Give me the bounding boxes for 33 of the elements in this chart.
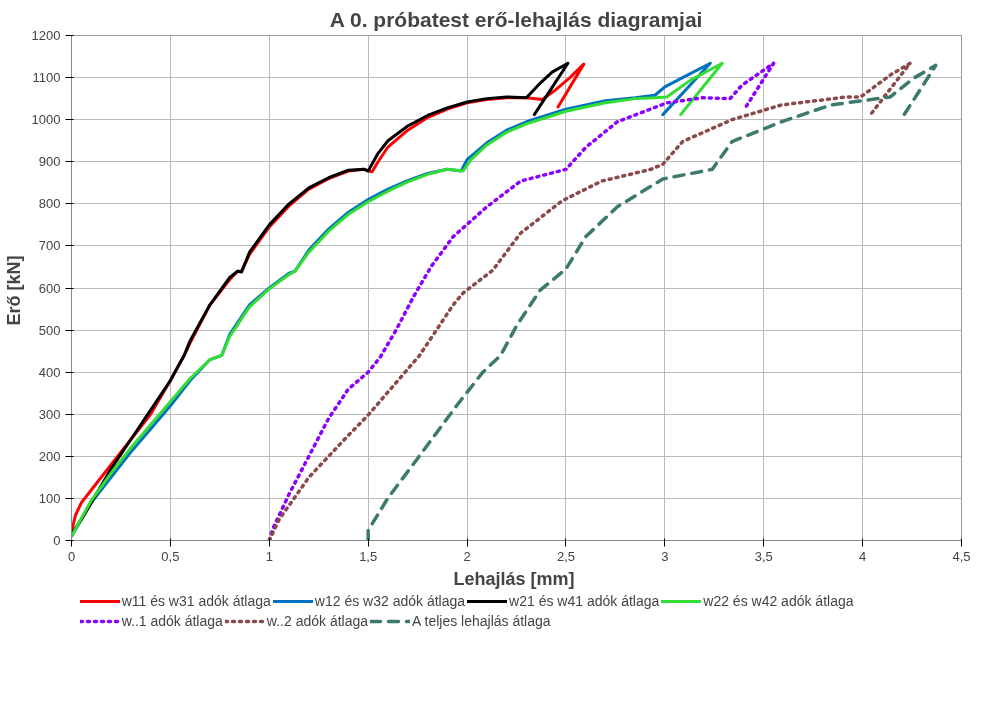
y-tick-label: 1100: [32, 70, 61, 86]
y-tick-label: 100: [38, 490, 61, 506]
legend-label: w11 és w31 adók átlaga: [121, 593, 271, 609]
y-tick-label: 300: [38, 406, 61, 422]
chart-title: A 0. próbatest erő-lehajlás diagramjai: [329, 7, 703, 31]
legend-label: A teljes lehajlás átlaga: [412, 613, 551, 629]
y-tick-label: 800: [38, 196, 61, 212]
legend-label: w..2 adók átlaga: [266, 613, 369, 629]
y-tick-label: 200: [38, 448, 61, 464]
y-tick-label: 0: [53, 533, 61, 548]
legend-label: w12 és w32 adók átlaga: [314, 593, 466, 609]
x-tick-label: 4,5: [952, 548, 971, 564]
y-axis-title: Erő [kN]: [3, 255, 24, 326]
x-tick-label: 3,5: [754, 548, 773, 564]
x-tick-label: 4: [859, 548, 867, 564]
legend-label: w21 és w41 adók átlaga: [509, 593, 660, 609]
x-tick-label: 1: [265, 548, 273, 564]
x-axis-title: Lehajlás [mm]: [453, 568, 575, 589]
y-tick-label: 900: [38, 154, 61, 170]
y-tick-label: 700: [38, 238, 61, 254]
y-tick-label: 1200: [31, 28, 61, 43]
x-tick-label: 2: [463, 548, 471, 564]
legend-label: w22 és w42 adók átlaga: [703, 593, 854, 609]
y-tick-label: 400: [38, 364, 61, 380]
y-tick-label: 600: [38, 280, 61, 296]
x-tick-label: 0,5: [161, 548, 180, 564]
y-tick-label: 500: [38, 322, 61, 338]
x-tick-label: 0: [67, 548, 76, 564]
legend-label: w..1 adók átlaga: [121, 613, 223, 629]
x-tick-label: 3: [661, 548, 669, 564]
x-tick-label: 2,5: [556, 548, 575, 564]
y-tick-label: 1000: [31, 112, 61, 128]
x-tick-label: 1,5: [359, 548, 378, 564]
